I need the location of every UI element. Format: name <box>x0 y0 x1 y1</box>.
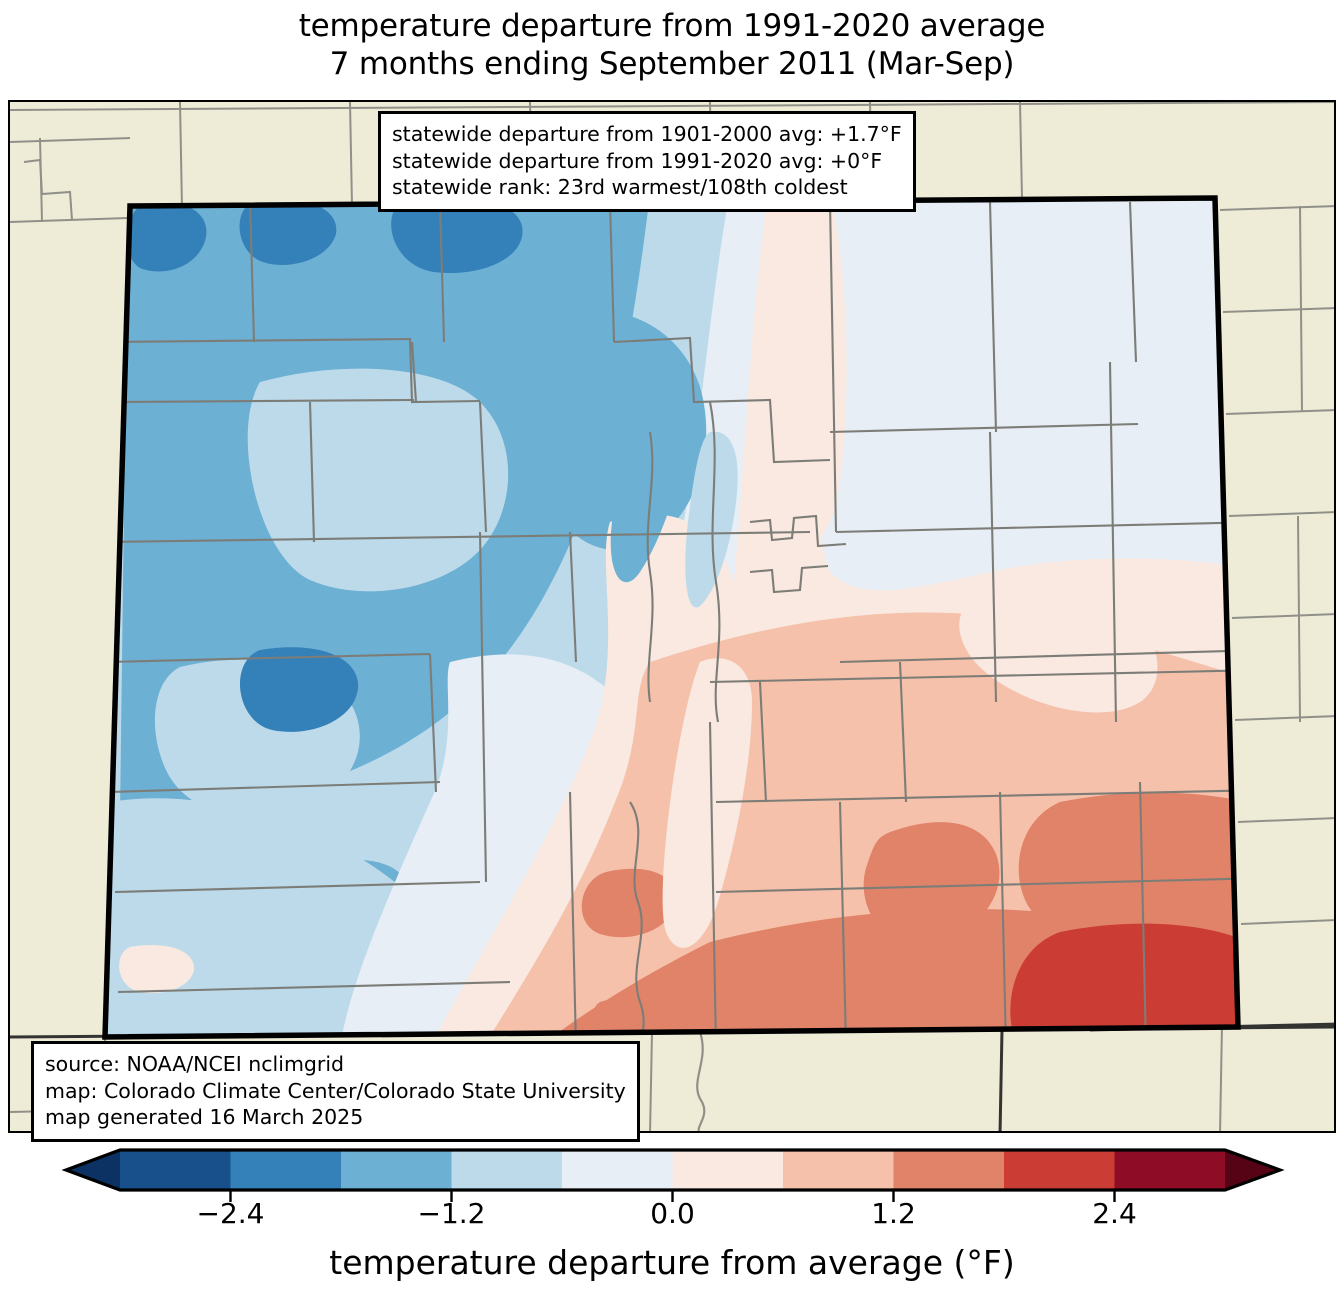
contour-band-minus1.2-divide-sliver <box>685 431 738 608</box>
contour-band-minus0.6-to-0-divide <box>340 654 651 1037</box>
colorbar-band-0 <box>120 1150 232 1190</box>
colorbar-over-extend <box>1225 1150 1280 1190</box>
contour-band-minus0.6-to-0-northeast <box>817 198 1238 591</box>
source-credits-box: source: NOAA/NCEI nclimgrid map: Colorad… <box>31 1041 640 1142</box>
source-line-3: map generated 16 March 2025 <box>45 1105 364 1130</box>
colorbar-tick-label-0: −2.4 <box>196 1197 265 1230</box>
map-panel <box>8 100 1336 1133</box>
title-line-1: temperature departure from 1991-2020 ave… <box>298 8 1046 44</box>
contour-band-0-island-west <box>119 944 195 994</box>
colorbar-band-6 <box>783 1150 895 1190</box>
source-line-2: map: Colorado Climate Center/Colorado St… <box>45 1078 626 1103</box>
colorbar-frame <box>61 1148 1285 1192</box>
colorado-county-lines <box>107 201 1238 1037</box>
colorbar-band-4 <box>562 1150 674 1190</box>
contour-band-0-to-0.6-valley <box>662 658 752 948</box>
colorbar-tick-label-3: 1.2 <box>871 1197 916 1230</box>
colorbar-under-extend <box>66 1150 120 1190</box>
colorbar: −2.4 −1.2 0.0 1.2 2.4 temperature departure … <box>0 1140 1344 1300</box>
colorbar-svg <box>61 1148 1285 1202</box>
contour-band-minus2.4-to-minus1.8-west-blob <box>239 647 359 732</box>
contour-band-minus1.8-divide-sliver <box>610 351 689 583</box>
page-title: temperature departure from 1991-2020 ave… <box>0 8 1344 84</box>
contour-band-1.2-streak-south <box>592 999 641 1037</box>
colorbar-band-5 <box>672 1150 784 1190</box>
contour-band-1.8-to-2.4-se-corner <box>1010 923 1238 1037</box>
stats-line-2: statewide departure from 1991-2020 avg: … <box>392 148 883 173</box>
contour-band-0-to-0.6-ne-finger-b <box>959 579 1158 713</box>
colorbar-axis-label: temperature departure from average (°F) <box>329 1243 1015 1282</box>
contour-band-0-to-0.6-front-range <box>430 514 738 1037</box>
colorbar-band-2 <box>341 1150 453 1190</box>
contour-band-1.2-blob-south-central <box>581 868 677 938</box>
colorbar-band-3 <box>451 1150 563 1190</box>
contour-band-1.2-to-1.8-far-east <box>1018 792 1238 954</box>
contour-band-minus2.4-to-minus1.8-north-a <box>239 198 337 265</box>
colorbar-band-9 <box>1114 1150 1226 1190</box>
title-line-2: 7 months ending September 2011 (Mar-Sep) <box>329 45 1015 82</box>
colorado-temperature-departure-map <box>10 102 1334 1131</box>
colorbar-band-1 <box>230 1150 342 1190</box>
source-line-1: source: NOAA/NCEI nclimgrid <box>45 1052 345 1076</box>
colorbar-band-7 <box>893 1150 1005 1190</box>
colorbar-band-8 <box>1004 1150 1116 1190</box>
colorbar-bands <box>66 1150 1280 1190</box>
stats-line-3: statewide rank: 23rd warmest/108th colde… <box>392 175 848 200</box>
temperature-contour-fills <box>105 198 1238 1037</box>
contour-band-minus2.4-to-minus1.8-nw-corner <box>127 201 207 272</box>
contour-band-1.2-to-1.8-east-lobe <box>863 822 1000 943</box>
contour-band-minus2.4-to-minus1.8-north-b <box>391 198 523 273</box>
stats-line-1: statewide departure from 1901-2000 avg: … <box>392 122 902 146</box>
colorbar-tick-label-2: 0.0 <box>650 1197 695 1230</box>
colorbar-tick-label-4: 2.4 <box>1092 1197 1137 1230</box>
colorbar-tick-label-1: −1.2 <box>417 1197 486 1230</box>
statewide-stats-box: statewide departure from 1901-2000 avg: … <box>378 111 916 212</box>
colorbar-tick-marks <box>229 1190 1116 1202</box>
